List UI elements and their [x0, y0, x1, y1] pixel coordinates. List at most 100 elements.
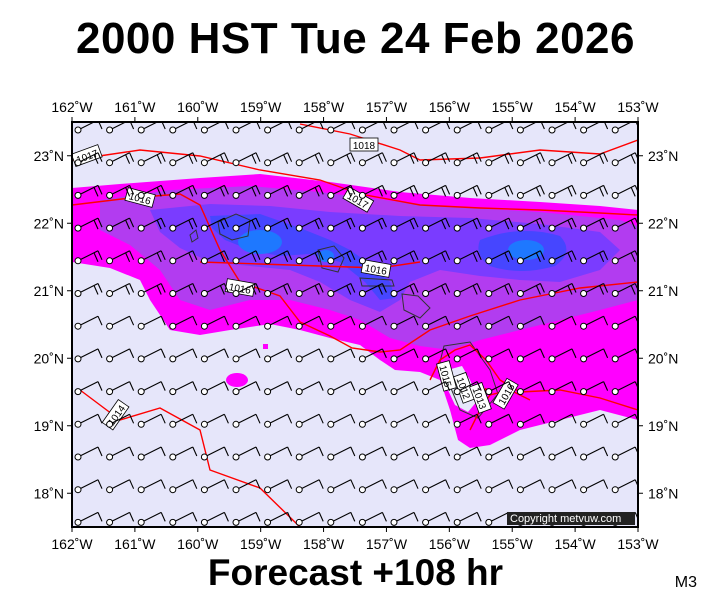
wind-barb	[295, 283, 324, 297]
wind-barb	[169, 348, 198, 363]
wind-barb	[264, 152, 293, 167]
wind-barb	[264, 348, 293, 363]
wind-barb	[264, 283, 293, 297]
wind-barb	[137, 479, 166, 494]
wind-barb	[611, 283, 638, 297]
rain-cell	[226, 373, 248, 387]
wind-barb	[390, 184, 419, 199]
wind-barb	[580, 446, 609, 461]
wind-barb	[106, 122, 135, 134]
wind-barb	[169, 184, 198, 199]
wind-barb	[327, 381, 356, 396]
wind-barb	[358, 184, 387, 199]
wind-barb	[358, 446, 387, 461]
wind-barb	[106, 348, 135, 363]
wind-barb	[106, 479, 135, 494]
wind-barb	[485, 479, 514, 494]
lat-label-right: 19˚N	[648, 418, 678, 434]
isobar-label: 1016	[224, 278, 256, 297]
wind-barb	[74, 283, 103, 297]
wind-barb	[295, 381, 324, 396]
wind-barb	[327, 511, 356, 526]
wind-barb	[358, 283, 387, 297]
wind-barb	[264, 381, 293, 396]
wind-barb	[358, 122, 387, 134]
wind-barb	[580, 152, 609, 167]
wind-barb	[548, 217, 577, 232]
wind-barb	[327, 315, 356, 330]
wind-barb	[232, 122, 261, 134]
svg-text:1018: 1018	[353, 141, 376, 152]
wind-barb	[137, 250, 166, 265]
wind-barb	[516, 381, 545, 396]
copyright-text: Copyright metvuw.com	[510, 513, 621, 525]
wind-barb	[106, 381, 135, 396]
wind-barb	[390, 511, 419, 526]
wind-barb	[106, 250, 135, 265]
rain-cell	[263, 344, 268, 349]
wind-barb	[358, 511, 387, 526]
lon-label-bottom: 157˚W	[366, 536, 408, 552]
wind-barb	[611, 122, 638, 134]
wind-barb	[295, 348, 324, 363]
wind-barb	[453, 413, 482, 428]
island-kauai	[217, 213, 251, 241]
wind-barb	[453, 348, 482, 363]
wind-barb	[548, 479, 577, 494]
wind-barb	[422, 511, 451, 526]
wind-barb	[232, 315, 261, 330]
wind-barb	[485, 250, 514, 265]
wind-barb	[264, 184, 293, 199]
wind-barb	[169, 479, 198, 494]
wind-barb	[232, 283, 261, 297]
wind-barb	[580, 250, 609, 265]
wind-barb	[390, 250, 419, 265]
wind-barb	[516, 184, 545, 199]
isobar-1016	[72, 193, 638, 353]
wind-barb	[106, 446, 135, 461]
wind-barb	[358, 413, 387, 428]
wind-barb	[137, 413, 166, 428]
lat-label-left: 21˚N	[34, 283, 64, 299]
wind-barb	[327, 184, 356, 199]
wind-barb	[295, 122, 324, 134]
rain-core-extreme	[238, 230, 282, 254]
wind-barb	[74, 184, 103, 199]
wind-barb	[295, 315, 324, 330]
wind-barb	[358, 152, 387, 167]
wind-barb	[485, 348, 514, 363]
wind-barb	[548, 315, 577, 330]
svg-text:1016: 1016	[364, 263, 388, 278]
lat-label-left: 19˚N	[34, 418, 64, 434]
isobar-1018	[299, 123, 638, 161]
lon-label-top: 161˚W	[114, 99, 156, 115]
wind-barb	[169, 413, 198, 428]
wind-barb	[390, 413, 419, 428]
wind-barb	[485, 446, 514, 461]
lat-label-right: 18˚N	[648, 485, 678, 501]
lon-label-bottom: 161˚W	[114, 536, 156, 552]
lon-label-bottom: 160˚W	[177, 536, 219, 552]
wind-barb	[611, 446, 638, 461]
lon-label-bottom: 158˚W	[303, 536, 345, 552]
wind-barb	[327, 413, 356, 428]
wind-barb	[327, 446, 356, 461]
wind-barb	[390, 122, 419, 134]
lat-label-right: 21˚N	[648, 283, 678, 299]
wind-barb	[232, 217, 261, 232]
wind-barb	[485, 184, 514, 199]
wind-barb	[200, 413, 229, 428]
model-label: M3	[674, 574, 697, 591]
wind-barb	[422, 122, 451, 134]
page-title: 2000 HST Tue 24 Feb 2026	[75, 14, 635, 63]
wind-barb	[327, 283, 356, 297]
wind-barb	[358, 217, 387, 232]
wind-barb	[516, 348, 545, 363]
wind-barb	[106, 217, 135, 232]
lon-label-bottom: 162˚W	[51, 536, 93, 552]
wind-barb	[327, 122, 356, 134]
wind-barb	[232, 479, 261, 494]
wind-barb	[264, 122, 293, 134]
wind-barb	[580, 348, 609, 363]
